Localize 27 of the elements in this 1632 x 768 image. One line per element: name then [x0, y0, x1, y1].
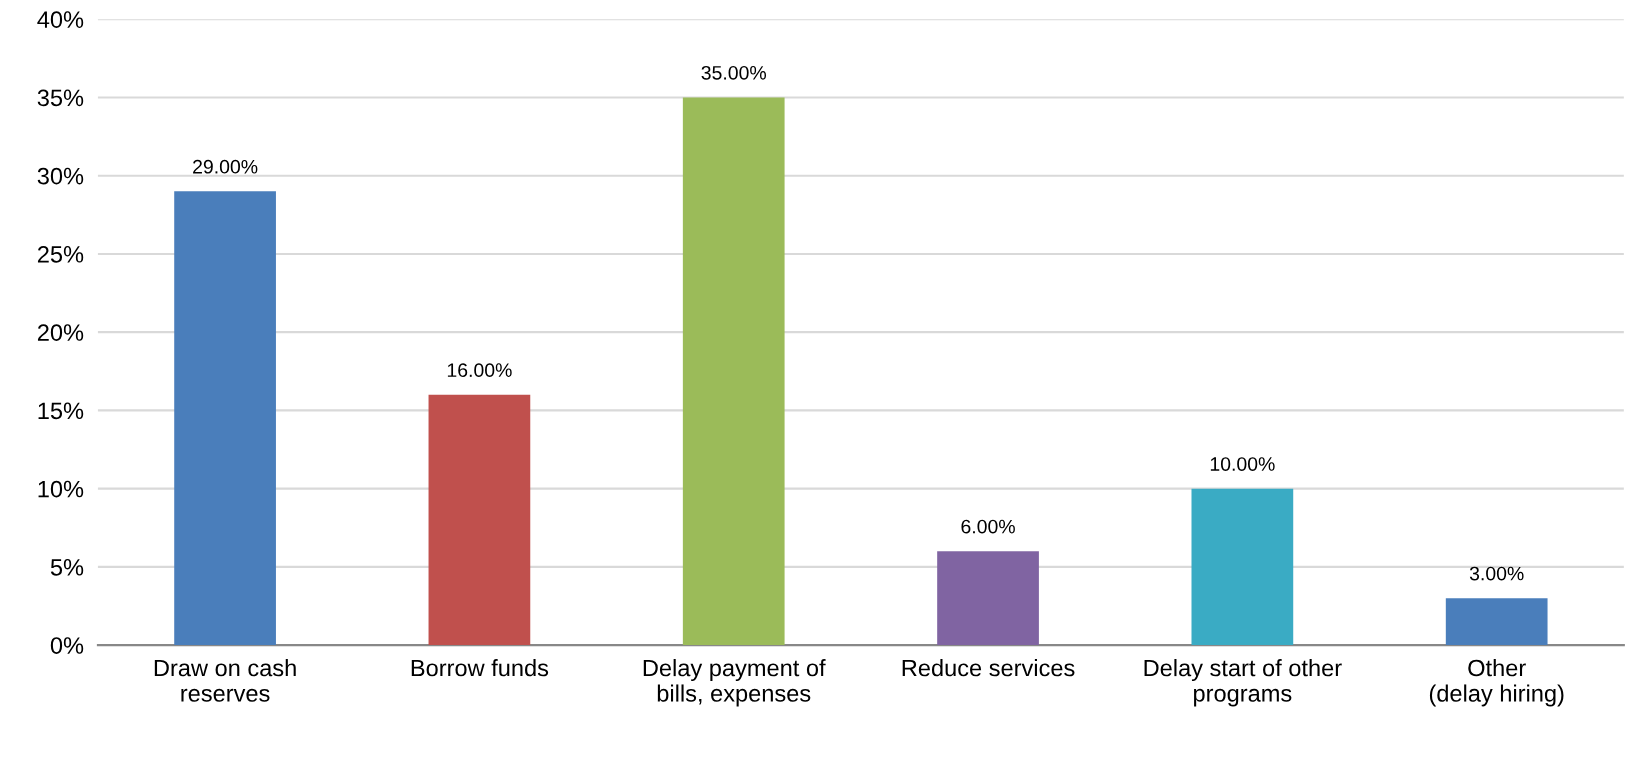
y-tick-label: 35% — [37, 89, 84, 107]
y-tick-label: 10% — [38, 480, 84, 498]
data-label: 6.00% — [961, 519, 1015, 534]
x-tick-label: Draw on cash reserves — [154, 659, 296, 702]
data-label: 29.00% — [193, 159, 258, 174]
data-label: 10.00% — [1210, 457, 1275, 471]
bar — [428, 394, 531, 646]
data-label: 16.00% — [447, 363, 512, 378]
y-tick-label: 20% — [37, 324, 84, 341]
x-tick-label: Delay payment of bills, expenses — [643, 659, 826, 707]
x-tick-label: Delay start of other programs — [1144, 659, 1342, 707]
x-tick-label: Reduce services — [902, 659, 1075, 677]
y-tick-label: 40% — [37, 11, 84, 28]
x-tick-label: Other (delay hiring) — [1429, 659, 1564, 707]
bar — [937, 551, 1039, 646]
data-label: 3.00% — [1469, 566, 1524, 581]
y-tick-label: 15% — [38, 402, 84, 420]
y-tick-label: 0% — [50, 637, 84, 654]
bar — [1445, 598, 1548, 646]
bar — [1191, 488, 1294, 646]
y-tick-label: 25% — [37, 245, 84, 263]
bar — [174, 191, 276, 646]
data-label: 35.00% — [701, 65, 766, 80]
y-tick-label: 5% — [50, 559, 84, 576]
bar — [682, 97, 785, 646]
x-tick-label: Borrow funds — [411, 659, 549, 677]
y-tick-label: 30% — [37, 167, 84, 185]
